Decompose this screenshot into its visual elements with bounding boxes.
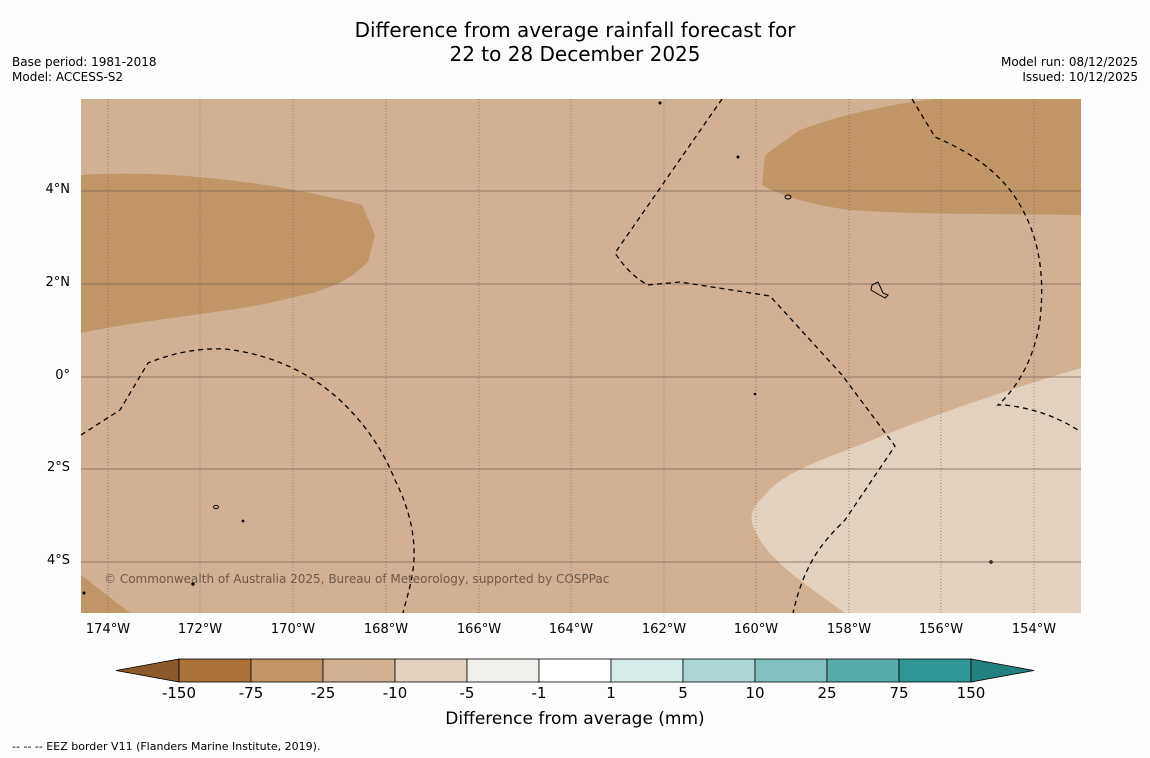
- meta-left: Base period: 1981-2018 Model: ACCESS-S2: [12, 55, 157, 85]
- lon-label: 162°W: [641, 622, 687, 637]
- eez-border-west: [81, 348, 415, 613]
- lon-label: 170°W: [270, 622, 316, 637]
- colorbar-segment: [322, 658, 396, 683]
- colorbar-tick-label: -25: [310, 684, 336, 702]
- island-outline: [658, 101, 662, 105]
- island-outline: [989, 560, 993, 564]
- lon-label: 158°W: [826, 622, 872, 637]
- model-text: Model: ACCESS-S2: [12, 70, 124, 84]
- island-outline: [191, 582, 195, 586]
- colorbar-extend-high: [970, 658, 1035, 683]
- lon-label: 164°W: [548, 622, 594, 637]
- lon-label: 168°W: [363, 622, 409, 637]
- lat-label: 4°N: [45, 182, 71, 197]
- colorbar-segment: [178, 658, 252, 683]
- map-area: [81, 99, 1081, 613]
- eez-borders: [81, 99, 1081, 613]
- eez-legend: -- -- -- EEZ border V11 (Flanders Marine…: [12, 740, 321, 753]
- island-outline: [213, 504, 219, 510]
- island-outline: [241, 519, 245, 523]
- colorbar-tick-label: 75: [889, 684, 909, 702]
- colorbar-tick-label: -1: [531, 684, 547, 702]
- title-line-2: 22 to 28 December 2025: [449, 42, 701, 66]
- neutral-region-southeast: [751, 368, 1081, 613]
- colorbar-tick-label: -150: [161, 684, 197, 702]
- colorbar-tick-label: 150: [956, 684, 986, 702]
- colorbar-segment: [898, 658, 972, 683]
- colorbar-segment: [610, 658, 684, 683]
- model-run-text: Model run: 08/12/2025: [1000, 55, 1138, 69]
- copyright-notice: © Commonwealth of Australia 2025, Bureau…: [104, 572, 610, 586]
- dry-region-west: [81, 173, 375, 333]
- lat-label: 2°N: [45, 275, 71, 290]
- lon-label: 172°W: [177, 622, 223, 637]
- islands: [82, 101, 993, 595]
- lon-label: 166°W: [456, 622, 502, 637]
- dry-region-southwest: [81, 575, 130, 613]
- lat-label: 4°S: [46, 553, 70, 568]
- base-period-text: Base period: 1981-2018: [12, 55, 157, 69]
- eez-border-kiribati-line-islands: [614, 99, 896, 613]
- colorbar-tick-label: 1: [606, 684, 616, 702]
- colorbar-tick-label: 5: [678, 684, 688, 702]
- island-outline: [82, 591, 86, 595]
- colorbar-segment: [466, 658, 540, 683]
- colorbar-segment: [754, 658, 828, 683]
- colorbar-tick-label: -75: [238, 684, 264, 702]
- lat-label: 2°S: [46, 460, 70, 475]
- colorbar-tick-label: -10: [382, 684, 408, 702]
- colorbar-tick-label: 10: [745, 684, 765, 702]
- colorbar-segment: [682, 658, 756, 683]
- lon-label: 160°W: [733, 622, 779, 637]
- lon-label: 156°W: [918, 622, 964, 637]
- colorbar-tick-label: 25: [817, 684, 837, 702]
- colorbar-segment: [538, 658, 612, 683]
- island-outline: [736, 155, 740, 159]
- map-title: Difference from average rainfall forecas…: [0, 18, 1150, 66]
- eez-border-east: [911, 99, 1081, 433]
- issued-text: Issued: 10/12/2025: [1022, 70, 1138, 84]
- meta-right: Model run: 08/12/2025 Issued: 10/12/2025: [1001, 55, 1138, 85]
- lon-label: 154°W: [1011, 622, 1057, 637]
- dry-region-northeast: [762, 99, 1081, 215]
- title-line-1: Difference from average rainfall forecas…: [354, 18, 796, 42]
- lat-label: 0°: [55, 368, 70, 383]
- colorbar: [115, 658, 1035, 683]
- colorbar-title: Difference from average (mm): [445, 709, 705, 729]
- colorbar-segment: [826, 658, 900, 683]
- island-outline: [753, 392, 757, 396]
- graticule: [81, 99, 1081, 613]
- colorbar-segment: [250, 658, 324, 683]
- island-outline: [870, 281, 889, 299]
- island-outline: [784, 194, 792, 200]
- lon-label: 174°W: [85, 622, 131, 637]
- colorbar-segment: [394, 658, 468, 683]
- colorbar-extend-low: [115, 658, 180, 683]
- colorbar-tick-label: -5: [459, 684, 475, 702]
